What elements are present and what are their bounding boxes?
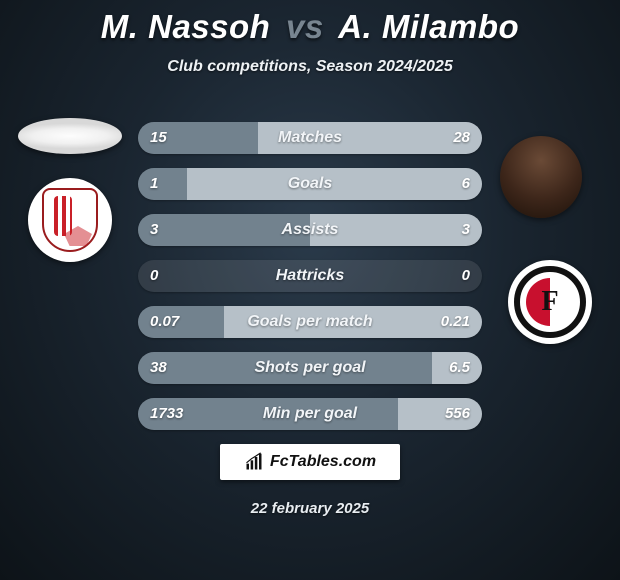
sparta-logo-icon — [42, 188, 98, 252]
stat-row: 386.5Shots per goal — [138, 352, 482, 384]
subtitle: Club competitions, Season 2024/2025 — [0, 58, 620, 76]
stat-label: Shots per goal — [138, 352, 482, 384]
stat-row: 33Assists — [138, 214, 482, 246]
comparison-title: M. Nassoh vs A. Milambo — [0, 0, 620, 46]
player2-name: A. Milambo — [338, 8, 519, 45]
stat-row: 16Goals — [138, 168, 482, 200]
brand-text: FcTables.com — [270, 453, 376, 471]
brand-badge: FcTables.com — [220, 444, 400, 480]
stat-label: Matches — [138, 122, 482, 154]
player1-avatar — [18, 118, 122, 154]
snapshot-date: 22 february 2025 — [0, 500, 620, 517]
player2-avatar — [500, 136, 582, 218]
stat-row: 0.070.21Goals per match — [138, 306, 482, 338]
stat-row: 00Hattricks — [138, 260, 482, 292]
player2-club-logo — [508, 260, 592, 344]
stat-label: Assists — [138, 214, 482, 246]
stat-row: 1528Matches — [138, 122, 482, 154]
feyenoord-logo-icon — [514, 266, 586, 338]
stat-label: Goals — [138, 168, 482, 200]
stat-label: Hattricks — [138, 260, 482, 292]
player1-name: M. Nassoh — [101, 8, 271, 45]
player1-club-logo — [28, 178, 112, 262]
stat-label: Min per goal — [138, 398, 482, 430]
vs-separator: vs — [286, 8, 324, 45]
stat-label: Goals per match — [138, 306, 482, 338]
chart-icon — [244, 452, 264, 472]
stats-container: 1528Matches 16Goals 33Assists 00Hattricks 0.… — [138, 122, 482, 444]
stat-row: 1733556Min per goal — [138, 398, 482, 430]
